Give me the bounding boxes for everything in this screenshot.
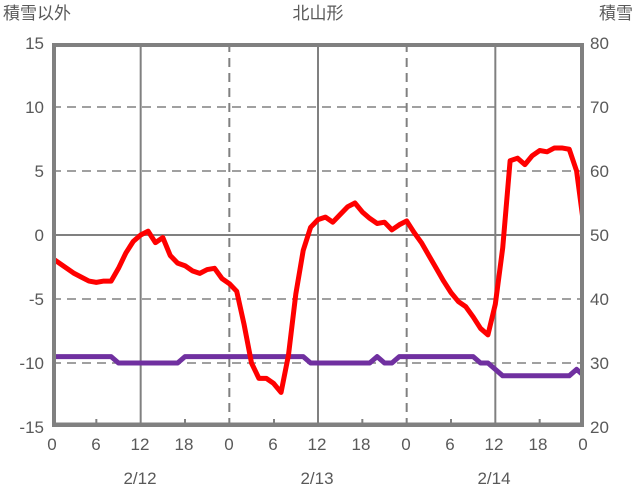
ytick-left-1: 10 <box>25 98 44 117</box>
xtick-11: 18 <box>528 435 548 454</box>
chart-title: 北山形 <box>292 4 344 23</box>
ytick-right-3: 50 <box>590 226 609 245</box>
day-label-1: 2/13 <box>300 469 334 488</box>
temperature-line <box>52 145 584 395</box>
ytick-left-0: 15 <box>25 34 44 53</box>
ytick-right-5: 30 <box>590 354 609 373</box>
ytick-right-1: 70 <box>590 98 609 117</box>
xtick-8: 0 <box>401 435 411 454</box>
ytick-right-0: 80 <box>590 34 609 53</box>
day-label-2: 2/14 <box>477 469 511 488</box>
plot-frame <box>52 43 584 427</box>
ytick-left-3: 0 <box>34 226 44 245</box>
xtick-3: 18 <box>174 435 194 454</box>
xtick-0: 0 <box>47 435 57 454</box>
xtick-5: 6 <box>268 435 278 454</box>
plot-area <box>52 43 584 427</box>
ytick-left-4: -5 <box>28 290 44 309</box>
ytick-right-4: 40 <box>590 290 609 309</box>
xtick-6: 12 <box>307 435 327 454</box>
xtick-2: 12 <box>130 435 150 454</box>
series-layer <box>52 145 584 395</box>
day-label-0: 2/12 <box>123 469 157 488</box>
x-tick-marks <box>95 419 541 427</box>
ytick-left-6: -15 <box>19 418 44 437</box>
xtick-7: 18 <box>351 435 371 454</box>
snow-depth-line <box>52 354 584 379</box>
xtick-10: 12 <box>484 435 504 454</box>
ytick-left-5: -10 <box>19 354 44 373</box>
chart-canvas <box>52 43 584 427</box>
xtick-1: 6 <box>91 435 101 454</box>
xtick-12: 0 <box>578 435 588 454</box>
xtick-9: 6 <box>445 435 455 454</box>
xtick-4: 0 <box>224 435 234 454</box>
ytick-left-2: 5 <box>34 162 44 181</box>
right-axis-title: 積雪 <box>599 4 633 23</box>
ytick-right-2: 60 <box>590 162 609 181</box>
left-axis-title: 積雪以外 <box>3 4 71 23</box>
ytick-right-6: 20 <box>590 418 609 437</box>
